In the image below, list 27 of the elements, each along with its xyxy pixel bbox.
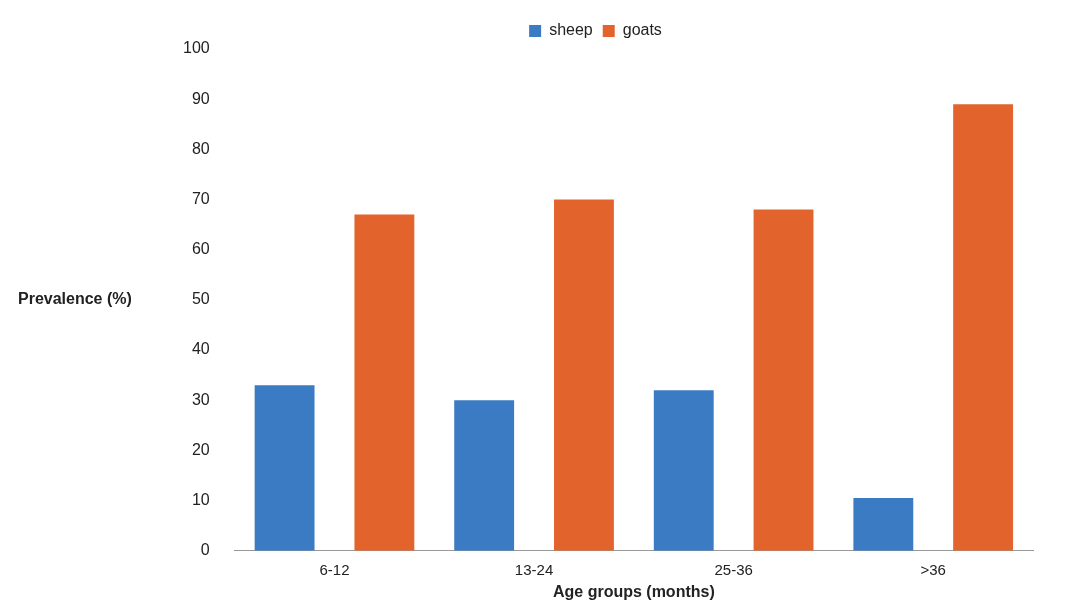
bar: [254, 385, 315, 551]
y-tick-label: 40: [191, 340, 210, 358]
bar: [354, 214, 415, 551]
y-tick-label: 100: [182, 39, 210, 57]
y-tick-label: 50: [191, 290, 210, 308]
y-tick-label: 90: [191, 89, 210, 107]
legend-label: goats: [622, 21, 662, 39]
bar: [753, 209, 814, 551]
y-tick-label: 80: [191, 139, 210, 157]
x-tick-label: >36: [920, 560, 946, 578]
y-tick-label: 10: [191, 491, 210, 509]
y-tick-label: 70: [191, 189, 210, 207]
x-tick-label: 25-36: [714, 560, 753, 578]
bar: [853, 498, 914, 551]
y-tick-label: 20: [191, 440, 210, 458]
legend-label: sheep: [549, 21, 593, 39]
y-tick-label: 0: [200, 541, 210, 559]
y-tick-label: 60: [191, 240, 210, 258]
y-tick-label: 30: [191, 390, 210, 408]
x-axis-title: Age groups (months): [552, 582, 715, 600]
y-axis-title: Prevalence (%): [18, 290, 132, 308]
x-tick-label: 13-24: [514, 560, 554, 578]
bar: [554, 199, 614, 551]
bar: [953, 104, 1014, 551]
bar: [454, 400, 515, 551]
x-tick-label: 6-12: [319, 560, 350, 578]
bar: [653, 390, 714, 551]
